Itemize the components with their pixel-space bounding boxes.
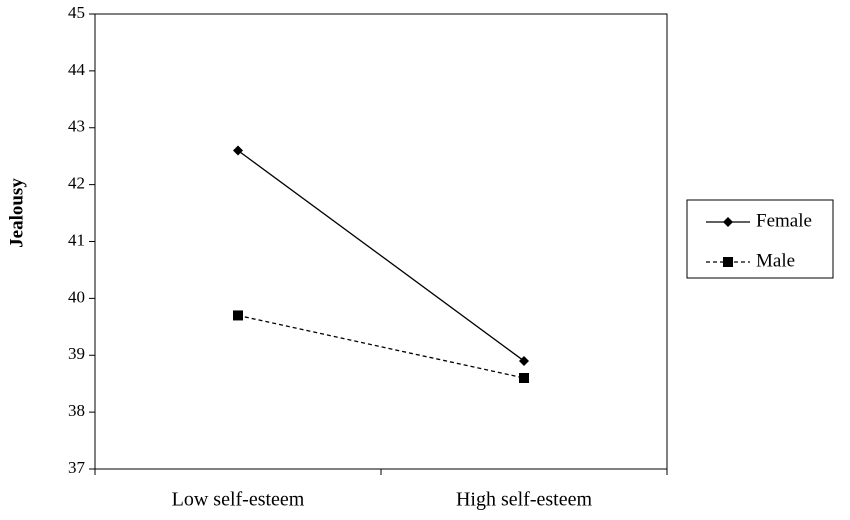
marker — [233, 145, 243, 156]
y-tick-label: 39 — [68, 344, 85, 363]
plot-frame — [94, 13, 668, 470]
x-tick-label: Low self-esteem — [172, 489, 305, 511]
legend-label: Female — [756, 210, 812, 231]
series-line — [237, 314, 525, 379]
y-tick-label: 41 — [68, 230, 85, 249]
y-tick-label: 45 — [68, 3, 85, 22]
series-line — [237, 149, 525, 362]
x-tick-label: High self-esteem — [456, 489, 593, 511]
marker — [723, 257, 733, 267]
y-tick-label: 44 — [68, 60, 86, 79]
marker — [233, 310, 243, 321]
y-tick-label: 43 — [68, 117, 85, 136]
marker — [519, 373, 529, 383]
y-axis-label: Jealousy — [6, 178, 27, 248]
y-tick-label: 37 — [68, 458, 86, 477]
marker — [519, 355, 529, 366]
y-tick-label: 40 — [68, 287, 85, 306]
legend-box — [686, 199, 834, 279]
marker — [723, 217, 733, 227]
legend-label: Male — [756, 250, 795, 271]
y-tick-label: 42 — [68, 174, 85, 193]
y-tick-label: 38 — [68, 401, 85, 420]
